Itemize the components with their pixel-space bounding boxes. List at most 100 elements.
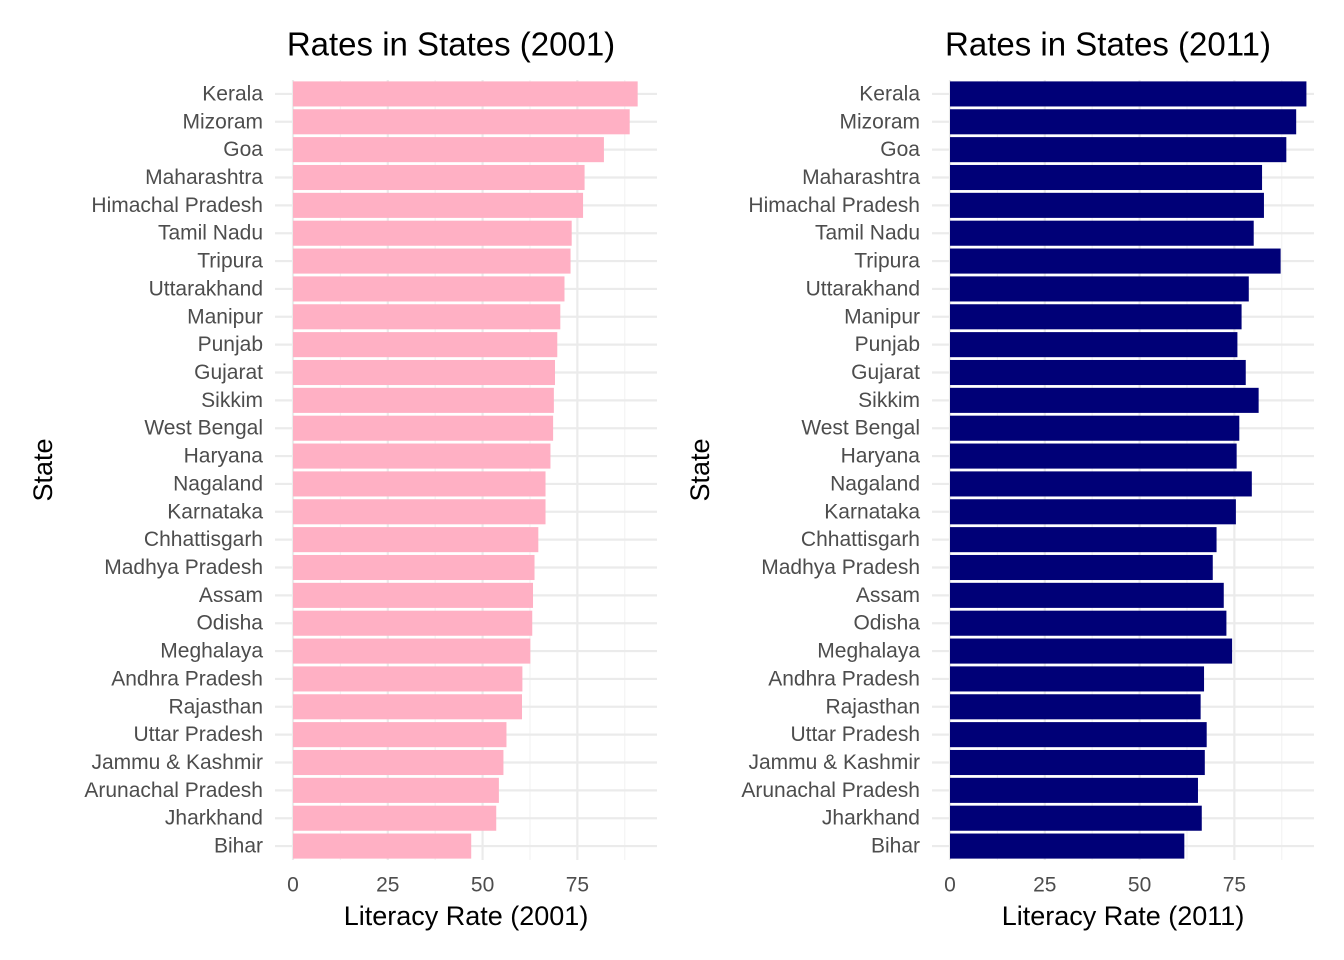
- bar-karnataka: [293, 499, 546, 525]
- bar-manipur: [293, 304, 561, 330]
- chart-title: Rates in States (2001): [287, 26, 615, 63]
- bar-tripura: [293, 248, 571, 274]
- bar-arunachal-pradesh: [950, 777, 1198, 803]
- x-tick-label: 75: [1223, 874, 1246, 897]
- category-tick-label: Meghalaya: [817, 640, 920, 663]
- category-tick-label: Andhra Pradesh: [111, 667, 263, 690]
- category-tick-label: Odisha: [196, 612, 263, 635]
- bar-maharashtra: [950, 164, 1263, 191]
- bar-sikkim: [293, 387, 554, 413]
- category-tick-label: Karnataka: [824, 500, 920, 523]
- x-axis-title: Literacy Rate (2001): [344, 901, 589, 931]
- bar-jammu-kashmir: [293, 749, 504, 776]
- bar-chhattisgarh: [950, 527, 1217, 553]
- category-tick-label: Karnataka: [167, 500, 263, 523]
- category-tick-label: Chhattisgarh: [801, 528, 920, 551]
- chart-title: Rates in States (2011): [945, 26, 1271, 63]
- bar-punjab: [950, 332, 1238, 358]
- bar-jammu-kashmir: [950, 749, 1205, 776]
- bar-arunachal-pradesh: [293, 777, 499, 803]
- bar-tamil-nadu: [950, 220, 1254, 246]
- y-axis-title: State: [28, 438, 58, 501]
- bar-odisha: [293, 610, 533, 636]
- category-tick-label: Jharkhand: [165, 807, 263, 830]
- x-tick-label: 0: [944, 874, 956, 897]
- x-tick-label: 0: [287, 874, 299, 897]
- bar-nagaland: [950, 471, 1252, 497]
- bar-jharkhand: [950, 805, 1202, 831]
- category-tick-label: Uttarakhand: [806, 277, 920, 300]
- category-tick-label: Jharkhand: [822, 807, 920, 830]
- bar-gujarat: [293, 359, 556, 386]
- bar-west-bengal: [950, 415, 1240, 441]
- bar-chhattisgarh: [293, 527, 539, 553]
- bar-uttar-pradesh: [950, 722, 1207, 748]
- category-tick-label: Haryana: [184, 445, 264, 468]
- bar-uttarakhand: [950, 276, 1249, 302]
- bar-maharashtra: [293, 164, 585, 191]
- category-tick-label: Sikkim: [201, 389, 263, 412]
- category-tick-label: Kerala: [859, 82, 920, 105]
- bar-meghalaya: [950, 638, 1233, 664]
- category-tick-label: Uttarakhand: [149, 277, 263, 300]
- x-tick-label: 25: [1033, 874, 1056, 897]
- bar-tamil-nadu: [293, 220, 572, 246]
- category-tick-label: Manipur: [844, 305, 920, 328]
- bar-goa: [293, 137, 604, 163]
- bar-kerala: [293, 81, 638, 107]
- category-tick-label: Goa: [880, 138, 920, 161]
- category-tick-label: Jammu & Kashmir: [91, 751, 263, 774]
- category-tick-label: Rajasthan: [168, 695, 263, 718]
- bar-haryana: [293, 443, 551, 469]
- category-tick-label: Kerala: [202, 82, 263, 105]
- x-tick-label: 75: [566, 874, 589, 897]
- bar-manipur: [950, 304, 1242, 330]
- category-tick-label: Mizoram: [182, 110, 263, 133]
- bar-uttar-pradesh: [293, 722, 507, 748]
- category-tick-label: Odisha: [853, 612, 920, 635]
- category-tick-label: Jammu & Kashmir: [748, 751, 920, 774]
- category-tick-label: West Bengal: [144, 417, 263, 440]
- category-tick-label: Tamil Nadu: [158, 222, 263, 245]
- category-tick-label: Tripura: [197, 250, 263, 273]
- category-tick-label: Madhya Pradesh: [104, 556, 263, 579]
- bar-assam: [950, 582, 1224, 608]
- bar-rajasthan: [293, 694, 523, 720]
- category-tick-label: Bihar: [214, 835, 263, 858]
- bar-odisha: [950, 610, 1227, 636]
- category-tick-label: Mizoram: [839, 110, 920, 133]
- bar-gujarat: [950, 359, 1246, 386]
- category-tick-label: Manipur: [187, 305, 263, 328]
- y-axis-title: State: [685, 438, 715, 501]
- bar-mizoram: [950, 109, 1297, 135]
- category-tick-label: Maharashtra: [802, 166, 920, 189]
- category-tick-label: Chhattisgarh: [144, 528, 263, 551]
- bar-tripura: [950, 248, 1281, 274]
- bar-madhya-pradesh: [293, 554, 535, 581]
- chart-panel-1: Kerala Mizoram Goa Maharashtra Himachal Prad…: [28, 26, 657, 931]
- x-axis-title: Literacy Rate (2011): [1002, 901, 1245, 931]
- category-tick-label: West Bengal: [801, 417, 920, 440]
- bar-nagaland: [293, 471, 546, 497]
- category-tick-label: Rajasthan: [825, 695, 920, 718]
- bar-himachal-pradesh: [950, 192, 1264, 218]
- category-tick-label: Maharashtra: [145, 166, 263, 189]
- bar-himachal-pradesh: [293, 192, 584, 218]
- category-tick-label: Arunachal Pradesh: [84, 779, 263, 802]
- category-tick-label: Assam: [856, 584, 920, 607]
- category-tick-label: Nagaland: [830, 472, 920, 495]
- category-tick-label: Himachal Pradesh: [748, 194, 920, 217]
- category-tick-label: Bihar: [871, 835, 920, 858]
- category-tick-label: Punjab: [855, 333, 920, 356]
- category-tick-label: Uttar Pradesh: [133, 723, 263, 746]
- category-tick-label: Haryana: [841, 445, 921, 468]
- x-tick-label: 50: [1128, 874, 1151, 897]
- category-tick-label: Arunachal Pradesh: [741, 779, 920, 802]
- category-tick-label: Punjab: [198, 333, 263, 356]
- bar-sikkim: [950, 387, 1259, 413]
- bar-bihar: [293, 833, 472, 859]
- bar-haryana: [950, 443, 1237, 469]
- x-tick-label: 25: [376, 874, 399, 897]
- bar-west-bengal: [293, 415, 554, 441]
